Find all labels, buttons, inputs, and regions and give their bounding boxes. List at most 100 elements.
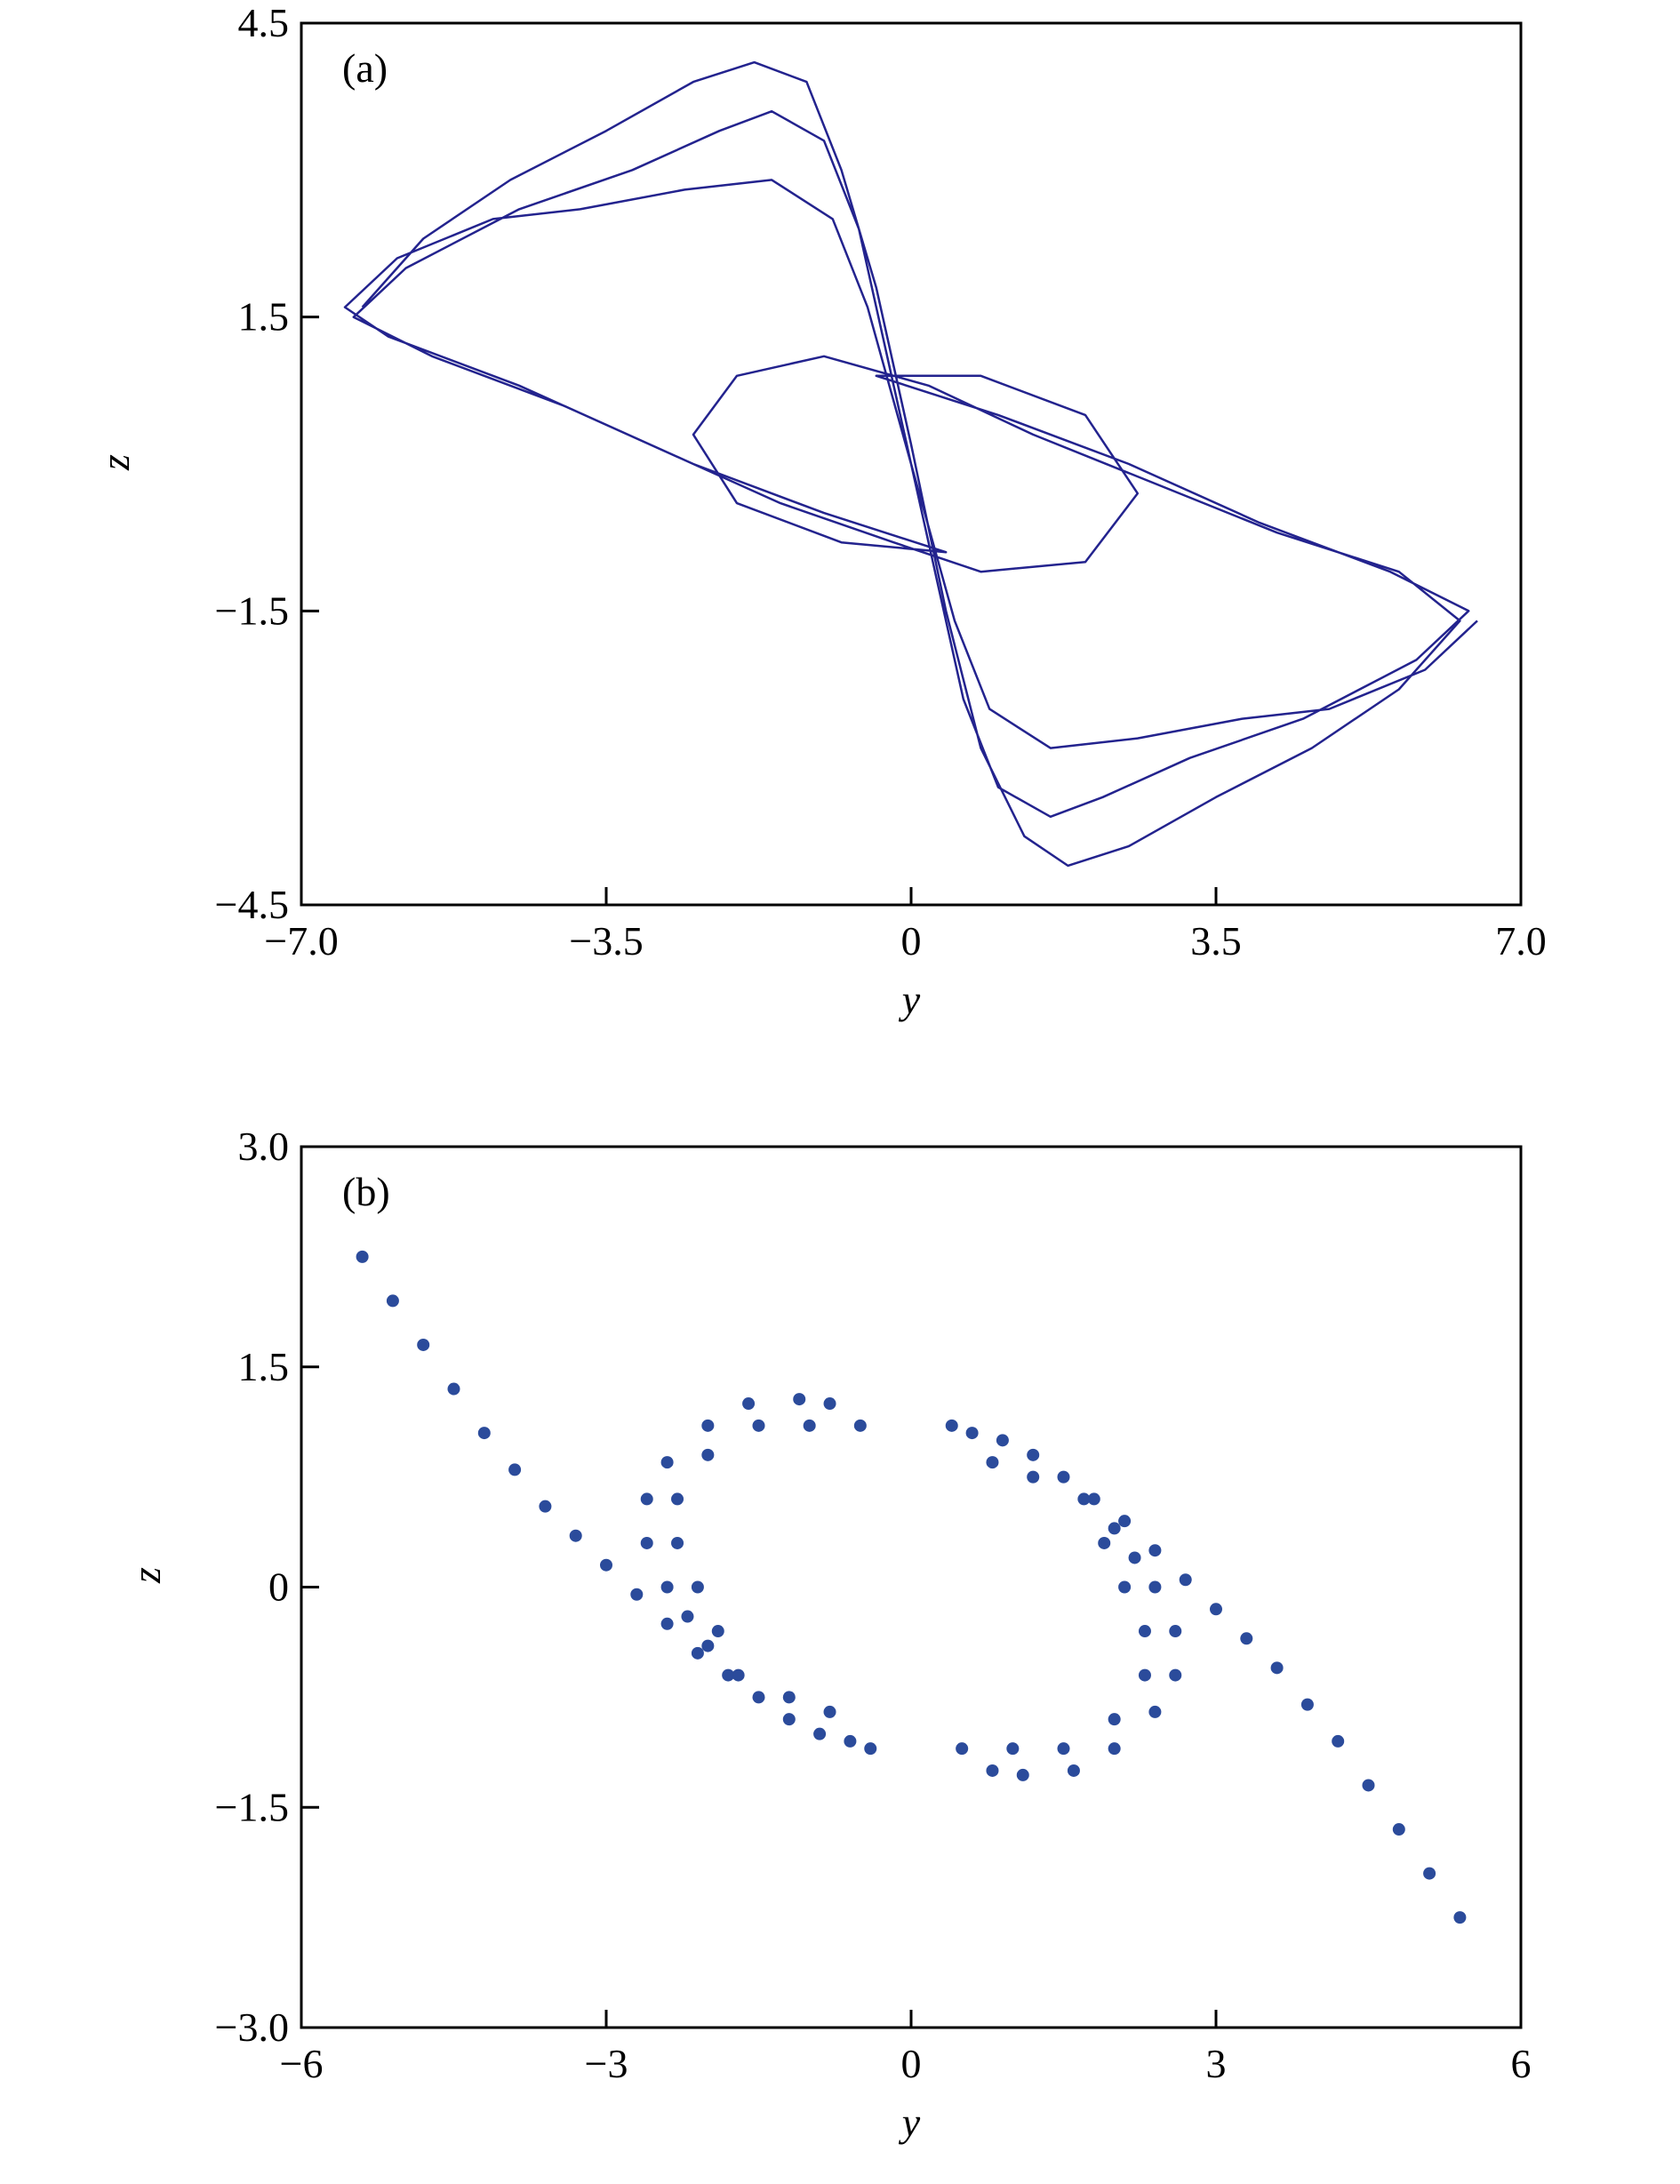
point [1138, 1625, 1151, 1638]
point [1169, 1668, 1182, 1682]
point [1067, 1764, 1080, 1777]
x-tick-label: 6 [1511, 2041, 1532, 2086]
y-tick-label: 4.5 [238, 0, 290, 45]
y-axis-label: z [124, 1567, 169, 1584]
x-tick-label: −6 [280, 2041, 324, 2086]
point [630, 1588, 644, 1601]
point [1006, 1742, 1020, 1756]
point [823, 1397, 836, 1411]
point [1148, 1580, 1162, 1594]
point [508, 1463, 522, 1476]
point [1087, 1492, 1100, 1506]
point [701, 1639, 715, 1652]
point [1332, 1734, 1345, 1748]
point [1128, 1551, 1141, 1564]
point [681, 1610, 694, 1623]
point [853, 1419, 867, 1432]
point [864, 1742, 877, 1756]
point [539, 1500, 552, 1513]
point [477, 1427, 491, 1440]
point [1108, 1713, 1121, 1726]
point [1240, 1632, 1253, 1645]
point [1027, 1470, 1040, 1484]
point [1362, 1779, 1375, 1792]
point [701, 1419, 715, 1432]
point [1300, 1698, 1314, 1711]
point [1210, 1603, 1222, 1616]
x-tick-label: −3 [585, 2041, 628, 2086]
point [1077, 1492, 1091, 1506]
y-tick-label: −1.5 [215, 588, 289, 633]
point [386, 1294, 399, 1308]
x-tick-label: 0 [901, 2041, 922, 2086]
y-tick-label: 0 [268, 1564, 289, 1610]
point [844, 1734, 857, 1748]
point [752, 1419, 765, 1432]
point [1179, 1573, 1192, 1587]
point [1423, 1867, 1436, 1880]
point [803, 1419, 816, 1432]
point [701, 1448, 715, 1461]
point [691, 1580, 704, 1594]
point [996, 1434, 1009, 1447]
point [742, 1397, 756, 1411]
point [732, 1668, 745, 1682]
plot-frame [300, 1145, 1523, 2029]
y-tick-label: 1.5 [238, 1344, 290, 1389]
y-tick-label: 1.5 [238, 294, 290, 340]
point [660, 1580, 674, 1594]
point [1138, 1668, 1151, 1682]
point [986, 1764, 999, 1777]
point [691, 1646, 704, 1660]
point [782, 1713, 796, 1726]
x-tick-label: 7.0 [1495, 918, 1547, 964]
point [1118, 1515, 1132, 1528]
point [823, 1705, 836, 1718]
point [356, 1250, 369, 1263]
x-tick-label: 0 [901, 918, 922, 964]
x-tick-label: −3.5 [569, 918, 643, 964]
trajectory [343, 60, 1478, 868]
point [447, 1382, 460, 1396]
x-tick-label: −7.0 [264, 918, 338, 964]
point [813, 1727, 827, 1740]
point [965, 1427, 979, 1440]
point [660, 1617, 674, 1630]
point [569, 1529, 582, 1542]
x-axis-label: y [899, 2100, 921, 2145]
point [1057, 1742, 1070, 1756]
point [1453, 1911, 1467, 1924]
point [945, 1419, 958, 1432]
panel-label: (a) [342, 45, 388, 91]
point [752, 1691, 765, 1704]
y-tick-label: −3.0 [215, 2004, 289, 2050]
point [671, 1492, 684, 1506]
point [986, 1456, 999, 1469]
y-tick-label: −4.5 [215, 882, 289, 927]
point [417, 1338, 430, 1351]
x-axis-label: y [899, 977, 921, 1022]
point [722, 1668, 735, 1682]
panel-label: (b) [342, 1169, 390, 1214]
point [1148, 1705, 1162, 1718]
point [640, 1492, 653, 1506]
point [1108, 1522, 1121, 1535]
x-tick-label: 3 [1206, 2041, 1227, 2086]
y-tick-label: −1.5 [215, 1784, 289, 1829]
point [782, 1691, 796, 1704]
x-tick-label: 3.5 [1190, 918, 1242, 964]
point [660, 1456, 674, 1469]
point [1016, 1768, 1029, 1781]
point [1392, 1823, 1405, 1836]
point [956, 1742, 969, 1756]
point [1108, 1742, 1121, 1756]
point [640, 1536, 653, 1549]
y-axis-label: z [92, 454, 138, 471]
point [1169, 1625, 1182, 1638]
point [1148, 1544, 1162, 1557]
point [1118, 1580, 1132, 1594]
point [600, 1558, 612, 1572]
point [1027, 1448, 1040, 1461]
point [1098, 1536, 1111, 1549]
